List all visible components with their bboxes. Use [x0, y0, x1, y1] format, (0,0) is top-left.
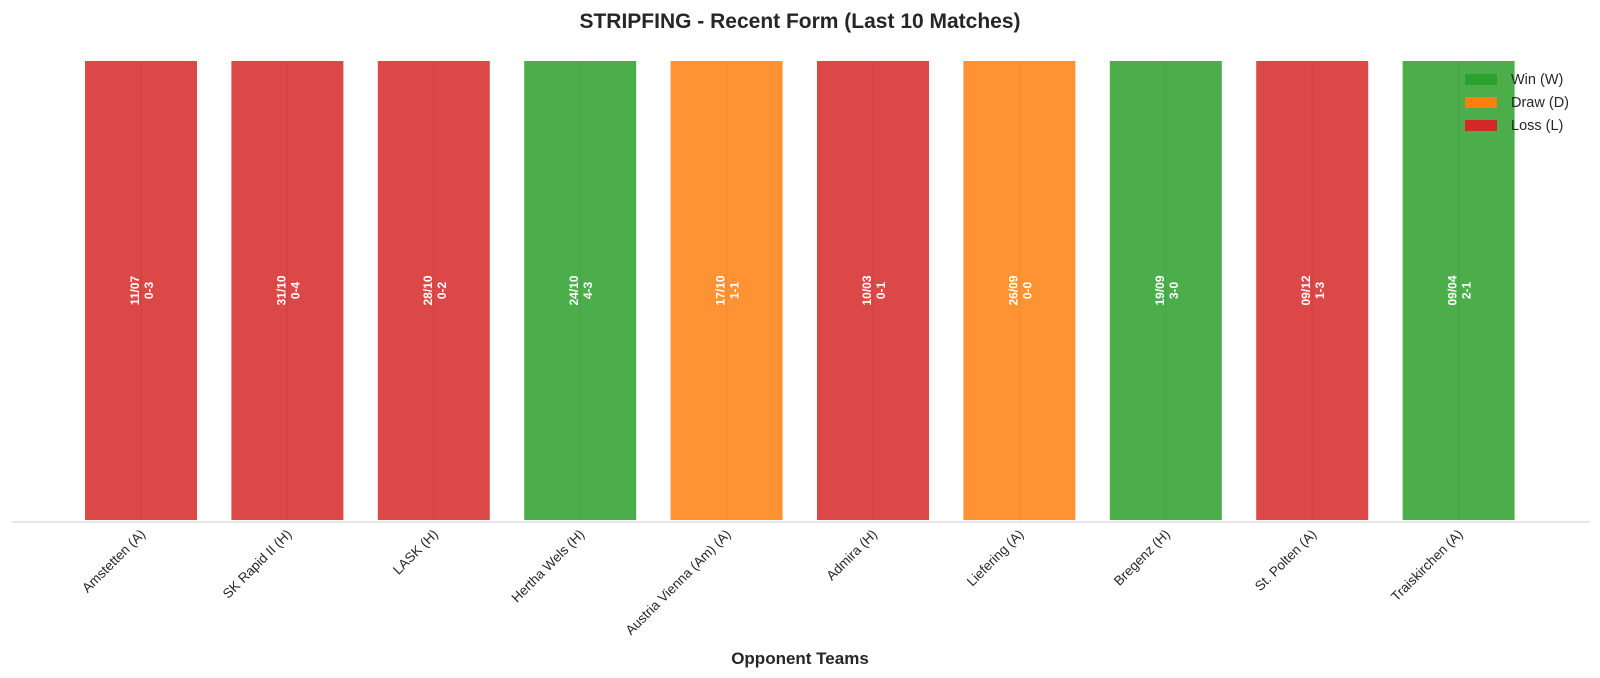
match-score: 0-3 [142, 282, 156, 300]
x-tick-labels: Amstetten (A) SK Rapid II (H) LASK (H) Hert… [79, 527, 1466, 638]
bar-6 [815, 59, 931, 522]
chart-title: STRIPFING - Recent Form (Last 10 Matches… [579, 10, 1020, 33]
x-tick-label: Bregenz (H) [1111, 527, 1173, 589]
x-axis-label: Opponent Teams [731, 649, 869, 668]
match-date: 10/03 [860, 275, 874, 305]
bar-label-3: 28/100-2 [421, 275, 449, 305]
match-score: 0-4 [288, 282, 302, 300]
x-tick-label: Austria Vienna (Am) (A) [622, 527, 733, 638]
match-date: 31/10 [274, 275, 288, 305]
bar-label-10: 09/042-1 [1446, 275, 1474, 305]
match-score: 1-3 [1313, 282, 1327, 300]
match-score: 0-0 [1020, 282, 1034, 300]
legend-swatch-l [1465, 120, 1497, 131]
match-date: 19/09 [1153, 275, 1167, 305]
bar-2 [229, 59, 346, 522]
legend-label-w: Win (W) [1511, 72, 1563, 88]
legend: Win (W) Draw (D) Loss (L) [1465, 72, 1569, 134]
bar-label-4: 24/104-3 [567, 275, 595, 305]
bars-layer: 11/070-3 31/100-4 28/100-2 24/104-3 17/101-1… [83, 59, 1517, 522]
bar-5 [668, 59, 785, 522]
x-tick-label: Amstetten (A) [79, 527, 148, 596]
bar-label-2: 31/100-4 [274, 275, 302, 305]
match-date: 17/10 [714, 275, 728, 305]
x-tick-label: SK Rapid II (H) [220, 527, 295, 602]
x-tick-label: Admira (H) [823, 527, 880, 584]
bar-9 [1254, 59, 1371, 522]
bar-label-7: 26/090-0 [1006, 275, 1034, 305]
bar-10 [1400, 59, 1517, 522]
match-score: 0-1 [874, 282, 888, 300]
match-score: 1-1 [728, 282, 742, 300]
bar-label-8: 19/093-0 [1153, 275, 1181, 305]
x-tick-label: St. Polten (A) [1252, 527, 1319, 594]
legend-swatch-w [1465, 74, 1497, 85]
match-date: 09/12 [1299, 275, 1313, 305]
x-tick-label: Liefering (A) [964, 527, 1027, 590]
match-date: 11/07 [128, 275, 142, 305]
bar-3 [375, 59, 492, 522]
match-date: 09/04 [1446, 275, 1460, 305]
bar-1 [83, 59, 199, 522]
match-date: 26/09 [1006, 275, 1020, 305]
bar-8 [1107, 59, 1224, 522]
match-date: 28/10 [421, 275, 435, 305]
bar-4 [522, 59, 639, 522]
legend-swatch-d [1465, 97, 1497, 108]
bar-label-1: 11/070-3 [128, 275, 156, 305]
bar-label-9: 09/121-3 [1299, 275, 1327, 305]
match-score: 3-0 [1167, 282, 1181, 300]
bar-7 [961, 59, 1078, 522]
match-score: 0-2 [435, 282, 449, 300]
x-tick-label: Hertha Wels (H) [508, 527, 587, 606]
match-date: 24/10 [567, 275, 581, 305]
match-score: 2-1 [1460, 282, 1474, 300]
x-tick-label: Traiskirchen (A) [1388, 527, 1466, 605]
match-score: 4-3 [581, 282, 595, 300]
bar-label-6: 10/030-1 [860, 275, 888, 305]
x-tick-label: LASK (H) [390, 527, 441, 578]
bar-label-5: 17/101-1 [714, 275, 742, 305]
legend-label-d: Draw (D) [1511, 95, 1569, 111]
legend-label-l: Loss (L) [1511, 118, 1563, 134]
